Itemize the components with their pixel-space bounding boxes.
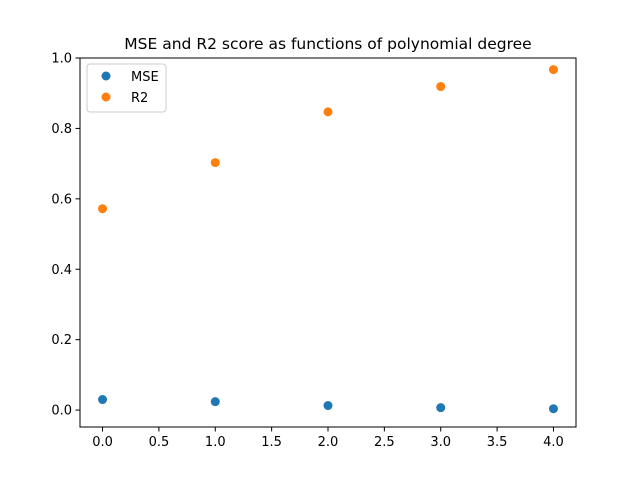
legend-label-mse: MSE — [131, 70, 159, 85]
x-tick-label: 1.0 — [205, 435, 226, 450]
x-tick-label: 3.5 — [487, 435, 508, 450]
legend-label-r2: R2 — [131, 91, 148, 106]
data-point-mse — [210, 397, 220, 407]
legend-marker-r2 — [101, 92, 111, 102]
y-tick-label: 0.2 — [51, 333, 72, 348]
data-point-mse — [323, 401, 333, 411]
y-tick-label: 0.8 — [51, 122, 72, 137]
data-point-r2 — [323, 107, 333, 117]
data-point-mse — [436, 403, 446, 413]
chart-title: MSE and R2 score as functions of polynom… — [124, 35, 531, 53]
x-tick-label: 4.0 — [543, 435, 564, 450]
data-point-r2 — [436, 82, 446, 92]
legend-marker-mse — [101, 71, 111, 81]
x-tick-label: 2.0 — [318, 435, 339, 450]
data-point-mse — [98, 395, 108, 405]
x-tick-label: 0.5 — [149, 435, 170, 450]
x-tick-label: 1.5 — [261, 435, 282, 450]
x-tick-label: 0.0 — [92, 435, 113, 450]
legend: MSE R2 — [86, 63, 167, 113]
x-axis: 0.0 0.5 1.0 1.5 2.0 2.5 3.0 3.5 4.0 — [92, 427, 564, 450]
data-point-mse — [548, 404, 558, 414]
y-tick-label: 0.6 — [51, 192, 72, 207]
plot-area: 0.0 0.5 1.0 1.5 2.0 2.5 3.0 3.5 4.0 0.0 0.2 0.4 0.6… — [51, 52, 577, 450]
x-tick-label: 3.0 — [430, 435, 451, 450]
data-points — [98, 65, 558, 414]
y-axis: 0.0 0.2 0.4 0.6 0.8 1.0 — [51, 52, 80, 419]
data-point-r2 — [210, 158, 220, 168]
y-tick-label: 0.0 — [51, 404, 72, 419]
data-point-r2 — [98, 204, 108, 214]
y-tick-label: 0.4 — [51, 263, 72, 278]
data-point-r2 — [548, 65, 558, 75]
y-tick-label: 1.0 — [51, 52, 72, 67]
x-tick-label: 2.5 — [374, 435, 395, 450]
